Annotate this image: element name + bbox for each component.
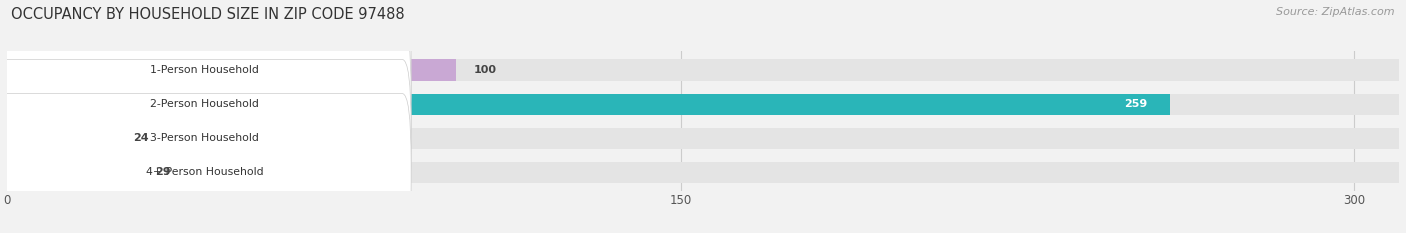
- Bar: [7, 162, 1399, 183]
- Text: 259: 259: [1125, 99, 1147, 109]
- Bar: [7, 59, 456, 81]
- Bar: [7, 128, 1399, 149]
- Text: 29: 29: [155, 167, 172, 177]
- Text: Source: ZipAtlas.com: Source: ZipAtlas.com: [1277, 7, 1395, 17]
- Text: 1-Person Household: 1-Person Household: [150, 65, 259, 75]
- FancyBboxPatch shape: [0, 25, 411, 183]
- Text: 3-Person Household: 3-Person Household: [150, 133, 259, 143]
- FancyBboxPatch shape: [0, 93, 411, 233]
- Bar: [7, 162, 138, 183]
- FancyBboxPatch shape: [0, 0, 411, 149]
- Text: 4+ Person Household: 4+ Person Household: [146, 167, 263, 177]
- Bar: [7, 128, 115, 149]
- Bar: [7, 59, 1399, 81]
- FancyBboxPatch shape: [0, 59, 411, 217]
- Text: 100: 100: [474, 65, 496, 75]
- Text: OCCUPANCY BY HOUSEHOLD SIZE IN ZIP CODE 97488: OCCUPANCY BY HOUSEHOLD SIZE IN ZIP CODE …: [11, 7, 405, 22]
- Text: 24: 24: [132, 133, 149, 143]
- Bar: [7, 93, 1399, 115]
- Text: 2-Person Household: 2-Person Household: [150, 99, 259, 109]
- Bar: [7, 93, 1170, 115]
